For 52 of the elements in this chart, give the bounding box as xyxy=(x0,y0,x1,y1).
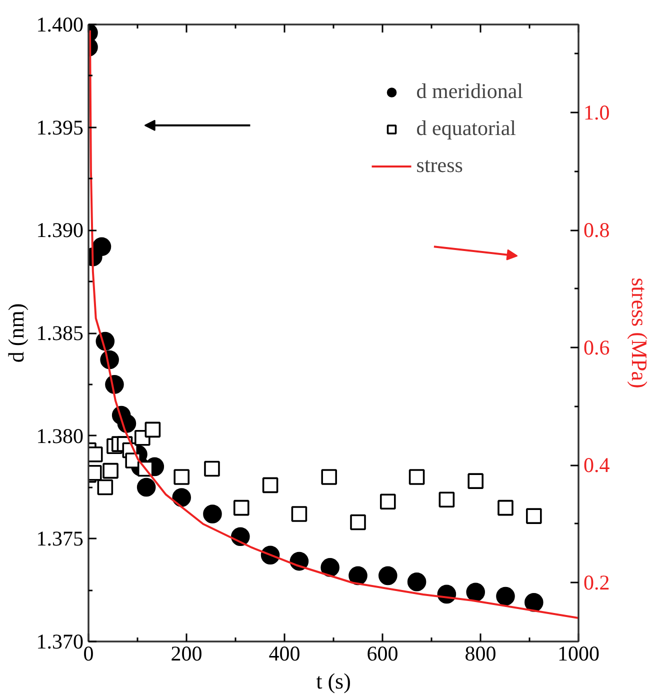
point xyxy=(438,492,455,508)
point xyxy=(320,558,340,577)
point xyxy=(172,488,191,507)
legend-label: stress xyxy=(416,153,463,178)
x-tick-label: 1000 xyxy=(558,642,600,666)
x-tick-label: 800 xyxy=(464,642,496,666)
x-tick-label: 0 xyxy=(83,642,94,666)
point xyxy=(233,500,250,516)
point xyxy=(321,469,337,485)
point xyxy=(350,514,366,530)
point xyxy=(496,586,515,606)
point xyxy=(262,477,278,494)
point xyxy=(203,504,222,524)
y-tick-label: 1.375 xyxy=(36,526,84,551)
point xyxy=(380,494,396,510)
x-axis-title: t (s) xyxy=(316,668,351,694)
point xyxy=(291,506,308,522)
legend-label: d meridional xyxy=(416,79,523,104)
legend-label: d equatorial xyxy=(416,116,516,141)
y2-tick-label: 0.8 xyxy=(584,218,610,242)
point xyxy=(174,469,190,485)
y-tick-label: 1.370 xyxy=(36,630,84,654)
point xyxy=(102,462,118,479)
point xyxy=(466,582,485,602)
point xyxy=(407,572,426,592)
point xyxy=(526,508,542,524)
y-tick-label: 1.395 xyxy=(36,115,84,140)
x-tick-label: 400 xyxy=(268,642,300,666)
point xyxy=(524,593,544,612)
y2-axis-title: stress (MPa) xyxy=(626,278,652,388)
y2-tick-label: 0.4 xyxy=(584,453,610,478)
y2-tick-label: 1.0 xyxy=(584,100,610,125)
y-tick-label: 1.385 xyxy=(36,321,84,345)
point xyxy=(468,473,484,489)
point xyxy=(408,469,425,485)
y-tick-label: 1.400 xyxy=(36,12,84,36)
y2-tick-label: 0.6 xyxy=(584,336,610,360)
y-axis-title: d (nm) xyxy=(3,303,28,363)
point xyxy=(92,237,112,256)
point xyxy=(378,566,398,586)
point xyxy=(136,478,156,497)
x-tick-label: 600 xyxy=(366,642,398,666)
point xyxy=(144,422,161,438)
y-tick-label: 1.380 xyxy=(36,424,84,448)
point xyxy=(97,479,114,496)
point xyxy=(88,446,103,462)
y2-tick-label: 0.2 xyxy=(584,570,610,595)
point xyxy=(498,500,514,516)
y-tick-label: 1.390 xyxy=(36,218,84,242)
x-tick-label: 200 xyxy=(170,642,202,666)
point xyxy=(348,566,368,586)
point xyxy=(204,460,220,477)
